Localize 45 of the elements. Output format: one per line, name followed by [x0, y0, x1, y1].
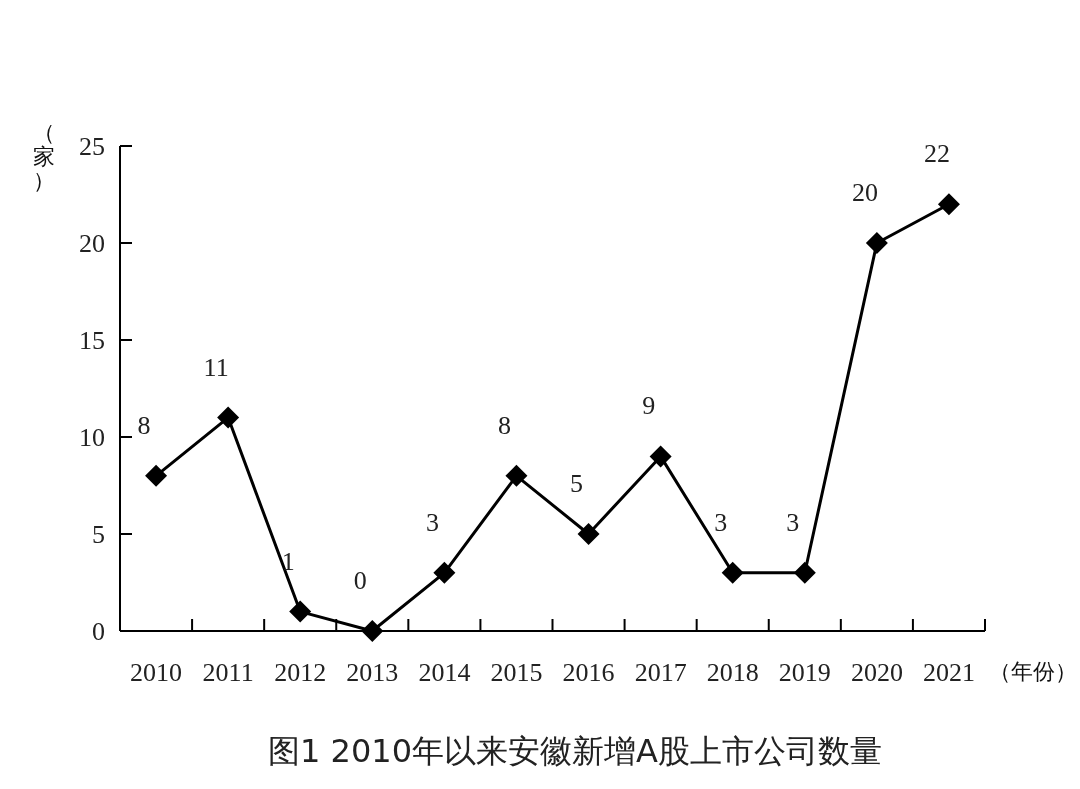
point — [145, 464, 168, 487]
data-label: 11 — [203, 352, 229, 382]
data-label: 8 — [137, 410, 151, 440]
x-tick-label: 2016 — [562, 658, 615, 687]
data-label: 0 — [353, 566, 367, 595]
y-tick-label: 10 — [79, 423, 105, 452]
x-axis-title: （年份） — [989, 659, 1077, 684]
x-tick-label: 2015 — [490, 658, 543, 687]
point — [865, 232, 888, 254]
x-tick-label: 2021 — [922, 658, 975, 687]
data-label: 3 — [425, 507, 439, 537]
x-tick-label: 2017 — [634, 658, 687, 687]
y-axis-title: （家） — [33, 120, 55, 193]
point — [721, 561, 744, 584]
point — [649, 445, 672, 468]
point — [217, 406, 240, 429]
point — [937, 193, 960, 216]
y-tick-label: 0 — [92, 617, 105, 646]
x-tick-label: 2011 — [202, 658, 254, 687]
text: 图1 2010年以来安徽新增A股上市公司数量 — [268, 732, 882, 770]
data-label: 20 — [851, 178, 878, 207]
data-label: 22 — [923, 139, 950, 169]
point — [289, 600, 312, 623]
y-tick-label: 5 — [92, 520, 105, 549]
x-tick-label: 2018 — [706, 658, 759, 687]
y-tick-label: 20 — [79, 229, 105, 258]
y-tick-label: 15 — [79, 326, 105, 355]
x-tick-label: 2010 — [130, 658, 183, 687]
data-label: 3 — [786, 507, 800, 537]
data-label: 1 — [281, 546, 295, 576]
x-tick-label: 2014 — [418, 658, 471, 687]
point — [577, 523, 600, 545]
data-label: 9 — [642, 391, 656, 421]
point — [793, 561, 816, 584]
y-tick-label: 25 — [79, 132, 105, 161]
point — [361, 620, 384, 642]
point — [433, 561, 456, 584]
data-label: 3 — [714, 507, 728, 537]
x-tick-label: 2013 — [346, 658, 399, 687]
data-label: 5 — [570, 469, 584, 498]
x-tick-label: 2012 — [274, 658, 327, 687]
data-label: 8 — [497, 410, 511, 440]
x-tick-label: 2020 — [850, 658, 903, 687]
x-tick-label: 2019 — [778, 658, 831, 687]
point — [505, 464, 528, 487]
